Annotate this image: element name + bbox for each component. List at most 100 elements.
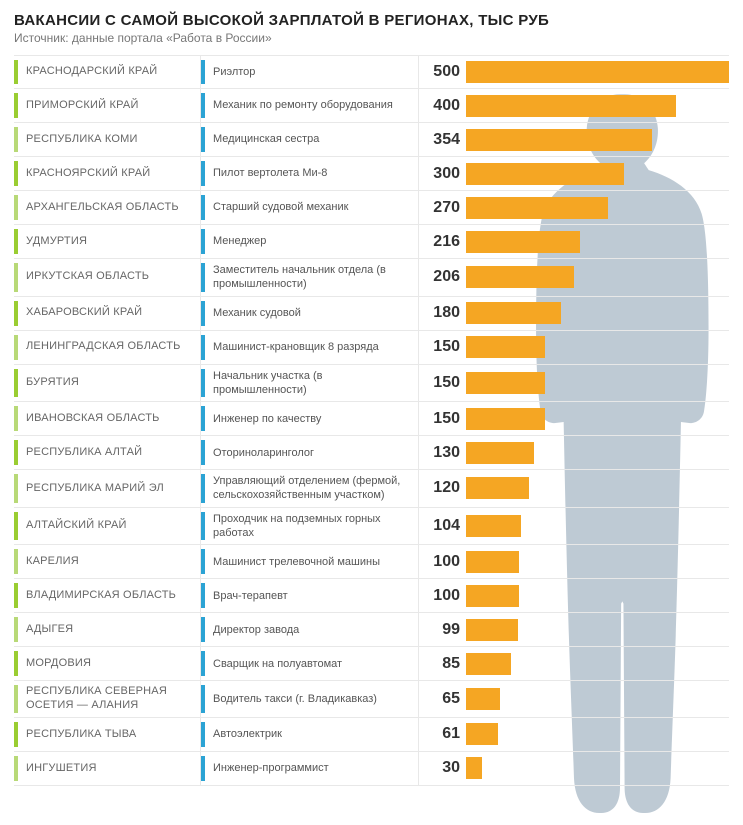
job-cell: Машинист трелевочной машины — [200, 545, 418, 578]
table-row: УДМУРТИЯМенеджер216 — [14, 225, 729, 259]
job-title: Старший судовой механик — [213, 200, 348, 214]
region-accent-bar — [14, 263, 18, 292]
table-row: ИРКУТСКАЯ ОБЛАСТЬ Заместитель начальник о… — [14, 259, 729, 297]
table-row: АДЫГЕЯДиректор завода99 — [14, 613, 729, 647]
job-accent-bar — [201, 161, 205, 186]
job-title: Менеджер — [213, 234, 266, 248]
region-accent-bar — [14, 583, 18, 608]
region-cell: ИРКУТСКАЯ ОБЛАСТЬ — [14, 259, 200, 296]
value-cell: 100 — [418, 579, 466, 612]
region-accent-bar — [14, 549, 18, 574]
job-cell: Врач-терапевт — [200, 579, 418, 612]
job-accent-bar — [201, 263, 205, 292]
table-row: ХАБАРОВСКИЙ КРАЙМеханик судовой180 — [14, 297, 729, 331]
job-cell: Водитель такси (г. Владикавказ) — [200, 681, 418, 717]
job-accent-bar — [201, 549, 205, 574]
bar — [466, 408, 545, 430]
table-row: РЕСПУБЛИКА КОМИМедицинская сестра354 — [14, 123, 729, 157]
region-name: АДЫГЕЯ — [26, 623, 73, 637]
table-row: ВЛАДИМИРСКАЯ ОБЛАСТЬ Врач-терапевт 100 — [14, 579, 729, 613]
value-cell: 270 — [418, 191, 466, 224]
bar — [466, 653, 511, 675]
job-cell: Инженер-программист — [200, 752, 418, 785]
bar-cell — [466, 297, 729, 330]
bar-cell — [466, 681, 729, 717]
job-accent-bar — [201, 93, 205, 118]
table-row: ИВАНОВСКАЯ ОБЛАСТЬИнженер по качеству150 — [14, 402, 729, 436]
job-title: Пилот вертолета Ми-8 — [213, 166, 327, 180]
bar-cell — [466, 579, 729, 612]
job-accent-bar — [201, 369, 205, 398]
bar-cell — [466, 402, 729, 435]
job-title: Оториноларинголог — [213, 446, 314, 460]
job-title: Проходчик на подземных горных работах — [213, 512, 410, 541]
value-cell: 120 — [418, 470, 466, 507]
job-title: Начальник участка (в промышленности) — [213, 369, 410, 398]
region-accent-bar — [14, 756, 18, 781]
job-title: Механик по ремонту оборудования — [213, 98, 393, 112]
bar — [466, 723, 498, 745]
job-accent-bar — [201, 229, 205, 254]
region-name: ПРИМОРСКИЙ КРАЙ — [26, 99, 139, 113]
job-cell: Директор завода — [200, 613, 418, 646]
value-cell: 400 — [418, 89, 466, 122]
region-cell: ВЛАДИМИРСКАЯ ОБЛАСТЬ — [14, 579, 200, 612]
job-accent-bar — [201, 583, 205, 608]
region-cell: ИНГУШЕТИЯ — [14, 752, 200, 785]
job-title: Машинист трелевочной машины — [213, 555, 380, 569]
bar-cell — [466, 647, 729, 680]
region-name: ХАБАРОВСКИЙ КРАЙ — [26, 306, 142, 320]
job-cell: Сварщик на полуавтомат — [200, 647, 418, 680]
bar — [466, 757, 482, 779]
bar-cell — [466, 191, 729, 224]
bar-cell — [466, 613, 729, 646]
bar — [466, 231, 580, 253]
job-cell: Риэлтор — [200, 56, 418, 88]
region-accent-bar — [14, 335, 18, 360]
value-cell: 216 — [418, 225, 466, 258]
job-cell: Старший судовой механик — [200, 191, 418, 224]
job-title: Врач-терапевт — [213, 589, 288, 603]
job-cell: Автоэлектрик — [200, 718, 418, 751]
region-name: АРХАНГЕЛЬСКАЯ ОБЛАСТЬ — [26, 201, 179, 215]
bar — [466, 61, 729, 83]
region-cell: АДЫГЕЯ — [14, 613, 200, 646]
bar — [466, 688, 500, 710]
table-row: БУРЯТИЯНачальник участка (в промышленнос… — [14, 365, 729, 403]
table-row: ИНГУШЕТИЯИнженер-программист30 — [14, 752, 729, 786]
region-accent-bar — [14, 474, 18, 503]
value-cell: 130 — [418, 436, 466, 469]
job-accent-bar — [201, 60, 205, 84]
bar-cell — [466, 157, 729, 190]
bar-cell — [466, 470, 729, 507]
region-accent-bar — [14, 440, 18, 465]
region-cell: РЕСПУБЛИКА КОМИ — [14, 123, 200, 156]
job-cell: Заместитель начальник отдела (в промышле… — [200, 259, 418, 296]
value-cell: 150 — [418, 331, 466, 364]
region-accent-bar — [14, 406, 18, 431]
job-title: Машинист-крановщик 8 разряда — [213, 340, 379, 354]
region-name: ИНГУШЕТИЯ — [26, 762, 97, 776]
job-title: Директор завода — [213, 623, 299, 637]
region-accent-bar — [14, 512, 18, 541]
value-cell: 500 — [418, 56, 466, 88]
region-cell: АЛТАЙСКИЙ КРАЙ — [14, 508, 200, 545]
job-accent-bar — [201, 335, 205, 360]
region-accent-bar — [14, 127, 18, 152]
job-accent-bar — [201, 722, 205, 747]
job-cell: Проходчик на подземных горных работах — [200, 508, 418, 545]
region-cell: ПРИМОРСКИЙ КРАЙ — [14, 89, 200, 122]
bar-cell — [466, 331, 729, 364]
region-name: ИРКУТСКАЯ ОБЛАСТЬ — [26, 270, 149, 284]
bar-cell — [466, 508, 729, 545]
bar-cell — [466, 752, 729, 785]
region-accent-bar — [14, 229, 18, 254]
chart-wrap: КРАСНОДАРСКИЙ КРАЙРиэлтор500ПРИМОРСКИЙ К… — [14, 55, 729, 786]
job-cell: Медицинская сестра — [200, 123, 418, 156]
job-cell: Начальник участка (в промышленности) — [200, 365, 418, 402]
job-accent-bar — [201, 651, 205, 676]
job-accent-bar — [201, 406, 205, 431]
region-cell: КРАСНОЯРСКИЙ КРАЙ — [14, 157, 200, 190]
value-cell: 61 — [418, 718, 466, 751]
bar-cell — [466, 225, 729, 258]
